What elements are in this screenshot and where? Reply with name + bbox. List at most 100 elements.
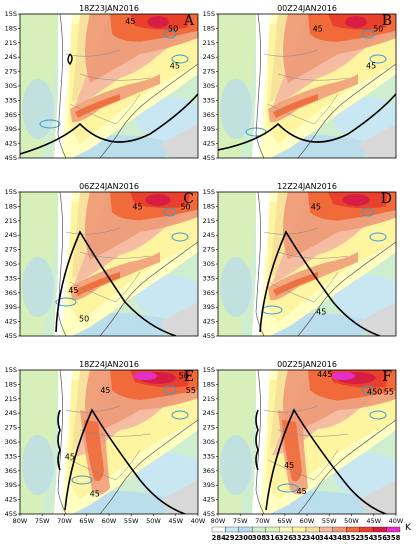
y-tick-label: 39S	[203, 303, 215, 311]
cape-contour	[171, 232, 189, 242]
x-tick-label: 40W	[191, 517, 206, 525]
panel-title: 12Z24JAN2016	[277, 182, 337, 191]
panel-letter: B	[382, 13, 392, 29]
y-tick-label: 42S	[203, 318, 215, 326]
contour-label: 45	[366, 62, 376, 71]
colorbar-swatch	[359, 526, 374, 533]
cape-contour	[277, 483, 299, 493]
cape-contour	[163, 385, 177, 395]
coastline	[57, 14, 67, 158]
colorbar-swatch	[372, 526, 387, 533]
cape-contour	[71, 475, 93, 485]
y-tick-label: 21S	[5, 39, 17, 47]
y-tick-label: 27S	[203, 424, 215, 432]
y-tick-label: 15S	[5, 366, 17, 374]
map-panel-c: 45 50 45 50 06Z24JAN2016 C	[19, 182, 199, 337]
colorbar-swatch	[278, 526, 293, 533]
contour-label: 45	[65, 452, 75, 461]
colorbar-swatch	[225, 526, 240, 533]
y-tick-label: 27S	[5, 424, 17, 432]
front-contour	[259, 230, 381, 336]
y-tick-label: 15S	[203, 366, 215, 374]
y-tick-label: 45S	[203, 154, 215, 162]
colorbar-label: 348	[332, 534, 346, 542]
front-contour	[20, 93, 198, 155]
colorbar-swatch	[305, 526, 320, 533]
colorbar-label: 356	[373, 534, 387, 542]
x-tick-label: 60W	[102, 517, 117, 525]
y-tick-label: 33S	[203, 96, 215, 104]
front-contour	[64, 408, 186, 514]
y-tick-label: 45S	[5, 510, 17, 518]
contour-label: 45	[125, 17, 135, 26]
x-tick-label: 80W	[13, 517, 28, 525]
colorbar-label: 354	[359, 534, 373, 542]
y-tick-label: 42S	[203, 140, 215, 148]
y-tick-label: 36S	[5, 111, 17, 119]
y-tick-label: 27S	[5, 246, 17, 254]
panel-title: 18Z23JAN2016	[79, 4, 139, 13]
y-tick-label: 45S	[5, 332, 17, 340]
panel-letter: E	[184, 369, 194, 385]
cape-contour	[55, 297, 77, 307]
y-tick-label: 15S	[203, 10, 215, 18]
contour-label: 450	[367, 387, 382, 396]
y-tick-label: 30S	[203, 260, 215, 268]
colorbar-label: 352	[346, 534, 360, 542]
y-tick-label: 18S	[203, 202, 215, 210]
map-panel-d: 45 45 12Z24JAN2016 D	[217, 182, 397, 337]
y-tick-label: 18S	[5, 202, 17, 210]
y-tick-label: 36S	[203, 289, 215, 297]
panel-letter: F	[382, 369, 392, 385]
country-borders	[263, 49, 349, 125]
cape-contour	[369, 410, 387, 420]
colorbar-swatch	[332, 526, 347, 533]
panel-title: 00Z25JAN2016	[277, 360, 337, 369]
cape-contour	[361, 29, 375, 39]
x-tick-label: 70W	[57, 517, 72, 525]
x-tick-label: 60W	[300, 517, 315, 525]
colorbar-label: 316	[265, 534, 279, 542]
y-tick-label: 33S	[5, 452, 17, 460]
y-tick-label: 39S	[5, 303, 17, 311]
contour-label: 45	[313, 24, 323, 33]
panel-title: 06Z24JAN2016	[79, 182, 139, 191]
y-tick-label: 27S	[203, 68, 215, 76]
contour-label: 45	[68, 286, 78, 295]
colorbar: 284 292 300 308 316 326 332 340 344 348 352 354 356 3…	[212, 523, 412, 542]
contour-label: 55	[186, 386, 196, 395]
y-tick-label: 33S	[203, 452, 215, 460]
colorbar-label: 358	[386, 534, 400, 542]
cape-contour	[369, 232, 387, 242]
panel-letter: A	[183, 13, 195, 29]
map-panel-b: 45 50 45 00Z24JAN2016 B	[217, 4, 397, 159]
x-tick-label: 75W	[233, 517, 248, 525]
y-tick-label: 45S	[203, 510, 215, 518]
y-tick-label: 27S	[203, 246, 215, 254]
panel-letter: C	[183, 191, 194, 207]
colorbar-label: 308	[252, 534, 266, 542]
y-tick-label: 42S	[5, 496, 17, 504]
y-tick-label: 39S	[203, 125, 215, 133]
contour-label: 50	[179, 372, 189, 381]
y-tick-label: 21S	[203, 217, 215, 225]
x-tick-label: 80W	[211, 517, 226, 525]
colorbar-swatch	[265, 526, 280, 533]
y-tick-label: 36S	[5, 289, 17, 297]
contour-label: 50	[79, 315, 89, 324]
contour-label: 45	[311, 202, 321, 211]
colorbar-swatch	[292, 526, 307, 533]
y-tick-label: 27S	[5, 68, 17, 76]
map-panel-a: 50 45 45 18Z23JAN2016 A	[19, 4, 199, 159]
colorbar-unit: K	[405, 523, 412, 533]
contour-label: 45	[132, 202, 142, 211]
y-tick-label: 45S	[5, 154, 17, 162]
coastline	[57, 370, 67, 514]
y-tick-label: 24S	[203, 53, 215, 61]
y-tick-label: 24S	[5, 53, 17, 61]
y-tick-label: 15S	[5, 188, 17, 196]
coastline	[57, 192, 67, 336]
y-tick-label: 18S	[203, 24, 215, 32]
contour-label: 45	[100, 386, 110, 395]
country-borders	[263, 227, 349, 303]
